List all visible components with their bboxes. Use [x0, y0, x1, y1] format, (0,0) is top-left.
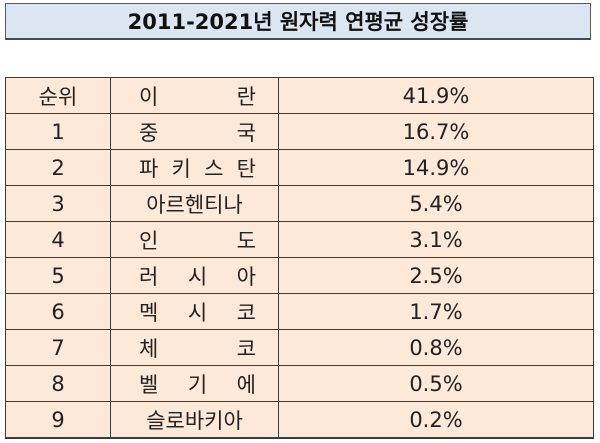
table-row: 4 인 도 3.1% — [5, 221, 594, 258]
table-row: 5 러 시 아 2.5% — [5, 257, 594, 294]
country-name-part: 파 — [139, 156, 159, 181]
growth-rate-cell: 41.9% — [278, 77, 594, 114]
country-name-part: 스 — [204, 156, 224, 181]
country-name-part: 멕 — [139, 300, 159, 325]
country-cell: 슬로바키아 — [110, 401, 279, 439]
table-row: 8 벨 기 에 0.5% — [5, 365, 594, 402]
country-name-part: 에 — [236, 372, 256, 397]
rank-cell: 9 — [5, 401, 111, 439]
table-row: 9 슬로바키아 0.2% — [5, 401, 594, 439]
growth-rate-table: 순위 이 란 41.9% 1 중 국 16.7% 2 파 키 스 탄 14.9% 3 아르헨티나 5.4% 4 인 도… — [5, 77, 594, 439]
country-name-part: 중 — [139, 120, 159, 145]
country-name-part: 국 — [236, 120, 256, 145]
rank-cell: 2 — [5, 149, 111, 186]
table-row: 순위 이 란 41.9% — [5, 77, 594, 114]
country-name-part: 키 — [171, 156, 191, 181]
rank-cell: 6 — [5, 293, 111, 330]
growth-rate-cell: 0.5% — [278, 365, 594, 402]
country-name-part: 코 — [236, 300, 256, 325]
country-name-part: 도 — [236, 228, 256, 253]
country-name-part: 러 — [139, 264, 159, 289]
country-name-part: 아 — [236, 264, 256, 289]
country-name-part: 벨 — [139, 372, 159, 397]
country-name-part: 아르헨티나 — [146, 192, 243, 217]
country-name-part: 슬로바키아 — [146, 408, 243, 433]
table-row: 1 중 국 16.7% — [5, 113, 594, 150]
country-name-part: 란 — [236, 84, 256, 109]
growth-rate-cell: 2.5% — [278, 257, 594, 294]
country-name-part: 탄 — [236, 156, 256, 181]
table-row: 6 멕 시 코 1.7% — [5, 293, 594, 330]
rank-cell: 1 — [5, 113, 111, 150]
country-name-part: 시 — [187, 300, 208, 325]
growth-rate-cell: 1.7% — [278, 293, 594, 330]
growth-rate-cell: 16.7% — [278, 113, 594, 150]
country-name-part: 체 — [139, 336, 159, 361]
rank-cell: 순위 — [5, 77, 111, 114]
growth-rate-cell: 5.4% — [278, 185, 594, 222]
growth-rate-cell: 0.2% — [278, 401, 594, 439]
rank-cell: 5 — [5, 257, 111, 294]
growth-rate-cell: 0.8% — [278, 329, 594, 366]
table-title: 2011-2021년 원자력 연평균 성장률 — [5, 3, 591, 40]
country-name-part: 시 — [187, 264, 208, 289]
growth-rate-cell: 3.1% — [278, 221, 594, 258]
growth-rate-cell: 14.9% — [278, 149, 594, 186]
rank-cell: 3 — [5, 185, 111, 222]
table-row: 7 체 코 0.8% — [5, 329, 594, 366]
country-name-part: 코 — [236, 336, 256, 361]
country-cell: 아르헨티나 — [110, 185, 279, 222]
rank-cell: 4 — [5, 221, 111, 258]
country-name-part: 인 — [139, 228, 159, 253]
rank-cell: 8 — [5, 365, 111, 402]
country-name-part: 기 — [187, 372, 208, 397]
rank-cell: 7 — [5, 329, 111, 366]
table-row: 2 파 키 스 탄 14.9% — [5, 149, 594, 186]
country-name-part: 이 — [139, 84, 159, 109]
table-row: 3 아르헨티나 5.4% — [5, 185, 594, 222]
